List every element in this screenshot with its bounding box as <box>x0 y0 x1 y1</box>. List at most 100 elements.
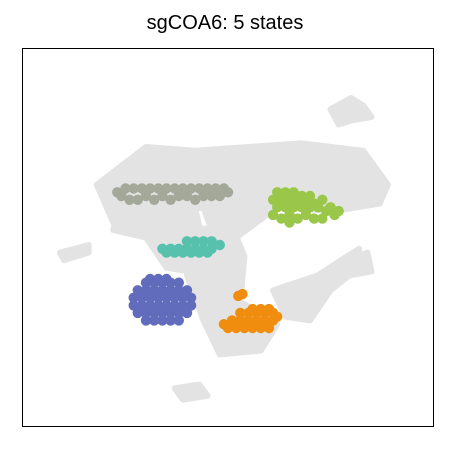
data-point <box>243 315 254 326</box>
data-point <box>239 322 250 334</box>
data-point <box>280 187 291 198</box>
state-cluster-2 <box>267 187 344 228</box>
data-point <box>251 315 262 326</box>
background-region-right-notch <box>339 249 375 279</box>
data-point <box>308 213 320 224</box>
data-point <box>149 285 160 296</box>
data-point <box>198 236 209 247</box>
state-cluster-3 <box>157 236 225 258</box>
data-point <box>325 202 336 213</box>
data-point <box>153 183 164 194</box>
background-region-top-right-ring <box>327 95 375 128</box>
data-point <box>132 285 143 296</box>
data-point <box>185 183 197 194</box>
data-point <box>218 319 230 330</box>
data-point <box>231 322 242 334</box>
data-point <box>284 209 295 221</box>
data-point <box>255 322 266 334</box>
data-point <box>237 288 248 300</box>
data-point <box>177 247 189 258</box>
state-cluster-4 <box>128 273 197 326</box>
data-point <box>181 307 193 319</box>
data-point <box>284 217 295 228</box>
background-cells-layer <box>56 95 391 403</box>
data-point <box>149 315 160 326</box>
data-point <box>132 307 143 319</box>
data-point <box>153 273 164 285</box>
data-point <box>165 285 176 296</box>
data-point <box>226 315 238 326</box>
background-region-bottom-island <box>171 381 211 403</box>
data-point <box>333 205 344 217</box>
data-point <box>259 315 271 326</box>
plot-frame <box>22 48 434 427</box>
data-point <box>181 236 193 247</box>
data-point <box>190 236 201 247</box>
data-point <box>272 187 283 198</box>
data-point <box>214 239 225 251</box>
chart-title: sgCOA6: 5 states <box>146 12 304 34</box>
data-point <box>120 183 131 194</box>
data-point <box>267 209 279 221</box>
data-point <box>202 183 213 194</box>
data-point <box>149 194 160 205</box>
data-point <box>276 213 287 224</box>
data-point <box>210 183 221 194</box>
data-point <box>235 315 246 326</box>
data-point <box>140 285 152 296</box>
state-points-layer <box>112 183 344 334</box>
data-point <box>165 194 176 205</box>
data-point <box>296 190 307 202</box>
data-point <box>317 194 328 205</box>
data-point <box>157 315 168 326</box>
state-cluster-5 <box>218 288 283 334</box>
data-point <box>165 307 176 319</box>
data-point <box>161 247 172 258</box>
data-point <box>112 187 123 198</box>
data-point <box>255 303 266 315</box>
data-point <box>202 247 213 258</box>
data-point <box>169 183 180 194</box>
data-point <box>247 303 258 315</box>
data-point <box>292 213 303 224</box>
state-cluster-1 <box>112 183 234 205</box>
data-point <box>157 307 168 319</box>
data-point <box>173 315 184 326</box>
data-point <box>222 187 234 198</box>
data-point <box>144 273 156 285</box>
data-point <box>272 311 283 322</box>
data-point <box>128 183 139 194</box>
data-point <box>173 277 184 288</box>
data-point <box>308 198 320 209</box>
data-point <box>173 285 184 296</box>
data-point <box>263 322 275 334</box>
data-point <box>136 183 148 194</box>
data-point <box>304 190 316 202</box>
data-point <box>161 273 172 285</box>
data-point <box>181 285 193 296</box>
data-point <box>185 247 197 258</box>
data-point <box>247 322 258 334</box>
data-point <box>124 194 135 205</box>
data-point <box>165 315 176 326</box>
data-point <box>157 285 168 296</box>
data-point <box>194 247 205 258</box>
data-point <box>161 183 172 194</box>
data-point <box>149 307 160 319</box>
data-point <box>144 183 156 194</box>
data-point <box>173 307 184 319</box>
data-point <box>300 209 312 221</box>
background-region-far-left-strand <box>56 242 92 264</box>
data-point <box>169 247 180 258</box>
data-point <box>235 307 246 319</box>
data-point <box>263 303 275 315</box>
data-point <box>140 307 152 319</box>
data-point <box>194 183 205 194</box>
data-point <box>288 187 299 198</box>
data-point <box>132 194 143 205</box>
data-point <box>190 194 201 205</box>
data-point <box>177 183 189 194</box>
data-point <box>206 236 217 247</box>
data-point <box>140 315 152 326</box>
